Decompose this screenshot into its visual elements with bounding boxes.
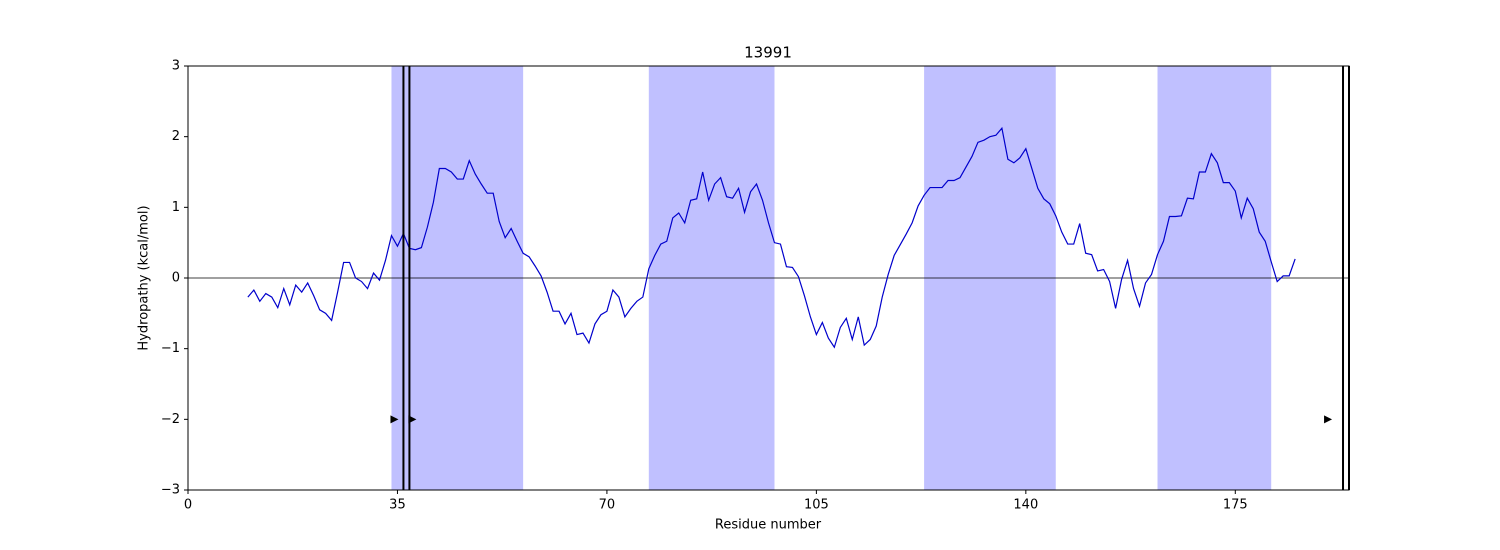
y-tick-label: 3 [172, 59, 180, 74]
y-tick-label: −1 [161, 341, 180, 356]
x-tick-label: 140 [1013, 498, 1038, 513]
y-tick-label: −3 [161, 483, 180, 498]
x-tick-label: 35 [389, 498, 406, 513]
x-tick-label: 105 [804, 498, 829, 513]
x-tick-label: 0 [184, 498, 192, 513]
x-tick-label: 175 [1223, 498, 1248, 513]
y-tick-label: −2 [161, 412, 180, 427]
y-tick-label: 1 [172, 200, 180, 215]
y-axis-label: Hydropathy (kcal/mol) [137, 205, 152, 350]
hydropathy-line [247, 126, 1296, 349]
marker [408, 415, 417, 424]
y-tick-label: 0 [172, 271, 180, 286]
marker [390, 415, 399, 424]
x-tick-label: 70 [599, 498, 616, 513]
x-axis-label: Residue number [715, 518, 822, 533]
marker [1324, 415, 1333, 424]
chart-title: 13991 [744, 44, 792, 62]
y-tick-label: 2 [172, 129, 180, 144]
